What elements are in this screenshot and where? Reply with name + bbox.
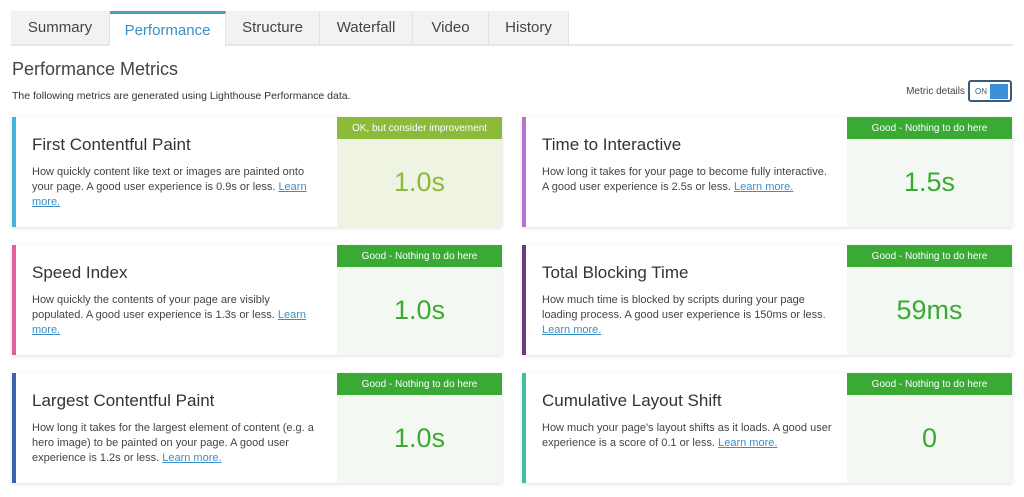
metric-card-total-blocking-time: Total Blocking Time How much time is blo… (522, 245, 1012, 355)
tab-waterfall[interactable]: Waterfall (320, 11, 413, 44)
metric-result: Good - Nothing to do here 0 (847, 373, 1012, 483)
metric-result: Good - Nothing to do here 1.5s (847, 117, 1012, 227)
tab-history[interactable]: History (489, 11, 569, 44)
description-text: How much time is blocked by scripts duri… (542, 294, 826, 321)
status-badge: Good - Nothing to do here (337, 373, 502, 395)
status-badge: OK, but consider improvement (337, 117, 502, 139)
learn-more-link[interactable]: Learn more. (32, 309, 306, 336)
description-text: How quickly the contents of your page ar… (32, 294, 275, 321)
metric-description: How quickly content like text or images … (32, 165, 324, 210)
metric-result: Good - Nothing to do here 1.0s (337, 373, 502, 483)
description-text: How long it takes for the largest elemen… (32, 422, 314, 464)
metric-result: Good - Nothing to do here 59ms (847, 245, 1012, 355)
metric-result: OK, but consider improvement 1.0s (337, 117, 502, 227)
page-subtitle: The following metrics are generated usin… (12, 90, 351, 102)
learn-more-link[interactable]: Learn more. (32, 181, 307, 208)
learn-more-link[interactable]: Learn more. (542, 324, 602, 336)
metric-card-speed-index: Speed Index How quickly the contents of … (12, 245, 502, 355)
metric-value: 59ms (896, 295, 963, 325)
metric-value: 1.0s (393, 423, 446, 453)
metric-name: Time to Interactive (542, 135, 682, 154)
metric-value: 1.0s (393, 167, 446, 197)
metric-name: Total Blocking Time (542, 263, 689, 282)
metric-description: How long it takes for the largest elemen… (32, 421, 324, 466)
metric-description: How much your page's layout shifts as it… (542, 421, 834, 451)
toggle-knob (990, 83, 1008, 99)
metric-card-first-contentful-paint: First Contentful Paint How quickly conte… (12, 117, 502, 227)
status-badge: Good - Nothing to do here (847, 245, 1012, 267)
learn-more-link[interactable]: Learn more. (734, 181, 794, 193)
metric-name: First Contentful Paint (32, 135, 191, 154)
metric-details-toggle[interactable]: ON (968, 80, 1012, 102)
status-badge: Good - Nothing to do here (847, 373, 1012, 395)
tab-summary[interactable]: Summary (11, 11, 110, 44)
metric-name: Largest Contentful Paint (32, 391, 215, 410)
tab-performance[interactable]: Performance (110, 11, 226, 46)
metric-description: How quickly the contents of your page ar… (32, 293, 324, 338)
description-text: How quickly content like text or images … (32, 166, 305, 193)
page-title: Performance Metrics (12, 59, 179, 79)
metric-card-time-to-interactive: Time to Interactive How long it takes fo… (522, 117, 1012, 227)
metric-value: 1.0s (393, 295, 446, 325)
metric-details-control: Metric details ON (906, 80, 1012, 102)
metric-card-largest-contentful-paint: Largest Contentful Paint How long it tak… (12, 373, 502, 483)
metric-value: 1.5s (903, 167, 956, 197)
metric-result: Good - Nothing to do here 1.0s (337, 245, 502, 355)
toggle-state: ON (975, 86, 987, 96)
metric-card-cumulative-layout-shift: Cumulative Layout Shift How much your pa… (522, 373, 1012, 483)
metric-description: How long it takes for your page to becom… (542, 165, 834, 195)
metric-name: Cumulative Layout Shift (542, 391, 722, 410)
metric-name: Speed Index (32, 263, 128, 282)
tab-bar: Summary Performance Structure Waterfall … (11, 11, 1013, 46)
description-text: How long it takes for your page to becom… (542, 166, 827, 193)
metric-value: 0 (921, 423, 938, 453)
tab-structure[interactable]: Structure (226, 11, 320, 44)
tab-video[interactable]: Video (413, 11, 489, 44)
learn-more-link[interactable]: Learn more. (718, 437, 778, 449)
learn-more-link[interactable]: Learn more. (162, 452, 222, 464)
status-badge: Good - Nothing to do here (847, 117, 1012, 139)
metric-details-label: Metric details (906, 85, 965, 97)
status-badge: Good - Nothing to do here (337, 245, 502, 267)
metric-description: How much time is blocked by scripts duri… (542, 293, 834, 338)
description-text: How much your page's layout shifts as it… (542, 422, 832, 449)
